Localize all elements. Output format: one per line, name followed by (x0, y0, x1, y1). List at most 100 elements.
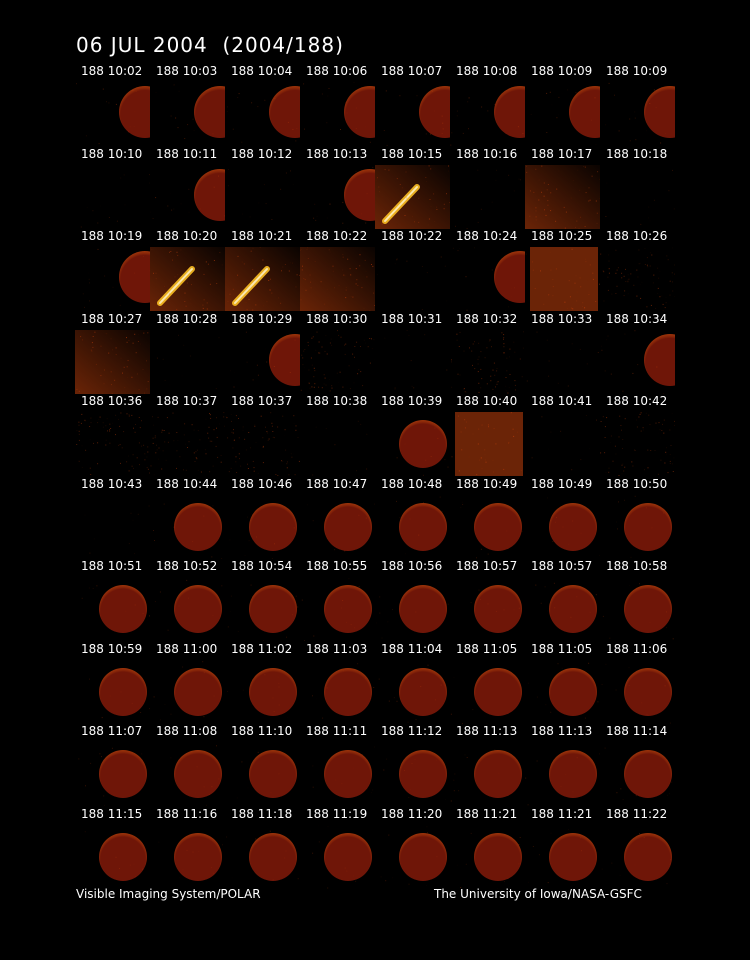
earth-image-panel (300, 82, 375, 146)
earth-image-panel (450, 742, 525, 806)
frame-timestamp: 188 10:48 (381, 476, 443, 491)
frame-timestamp: 188 10:22 (381, 229, 443, 243)
frame-timestamp: 188 10:03 (156, 64, 218, 78)
frame-timestamp: 188 10:20 (156, 229, 218, 243)
earth-image-panel (375, 82, 450, 146)
frame-timestamp: 188 10:07 (381, 64, 443, 78)
earth-image-panel (525, 495, 600, 559)
earth-image-panel (150, 577, 225, 641)
frame-timestamp: 188 10:54 (231, 559, 293, 573)
earth-image-panel (75, 165, 150, 229)
earth-image-panel (600, 329, 675, 394)
earth-image-panel (75, 577, 150, 641)
earth-image-panel (525, 164, 600, 229)
frame-timestamp: 188 10:24 (456, 229, 518, 243)
frame-timestamp: 188 10:04 (231, 64, 293, 78)
earth-image-panel (600, 742, 675, 806)
frame-timestamp: 188 10:28 (156, 311, 218, 326)
earth-image-panel (600, 660, 675, 724)
frame-timestamp: 188 11:12 (381, 724, 443, 738)
frame-timestamp: 188 10:09 (606, 64, 668, 78)
frame-timestamp: 188 11:08 (156, 724, 218, 738)
frame-timestamp: 188 11:20 (381, 806, 443, 821)
earth-image-panel (150, 330, 225, 394)
frame-timestamp: 188 10:40 (456, 394, 518, 408)
frame-timestamp: 188 11:21 (456, 806, 518, 821)
frame-timestamp: 188 10:12 (231, 146, 293, 161)
earth-image-panel (300, 825, 375, 889)
frame-timestamp: 188 10:33 (531, 311, 593, 326)
frame-timestamp: 188 10:09 (531, 64, 593, 78)
earth-image-panel (525, 412, 600, 476)
frame-timestamp: 188 10:18 (606, 146, 668, 161)
earth-image-panel (600, 165, 675, 229)
earth-image-panel (75, 247, 150, 311)
earth-image-panel (225, 825, 300, 889)
earth-image-panel (225, 412, 300, 476)
earth-image-panel (150, 247, 225, 311)
frame-timestamp: 188 10:36 (81, 394, 143, 408)
earth-image-panel (375, 660, 450, 724)
frame-timestamp: 188 10:26 (606, 229, 668, 243)
frame-timestamp: 188 10:44 (156, 476, 218, 491)
earth-image-panel (450, 165, 525, 229)
frame-timestamp: 188 10:15 (381, 146, 443, 161)
earth-image-panel (75, 825, 150, 889)
frame-timestamp: 188 10:57 (456, 559, 518, 573)
frame-timestamp: 188 11:15 (81, 806, 143, 821)
frame-timestamp: 188 10:38 (306, 394, 368, 408)
frame-timestamp: 188 11:14 (606, 724, 668, 738)
earth-image-panel (525, 82, 600, 146)
frame-timestamp: 188 10:16 (456, 146, 518, 161)
earth-image-panel (375, 742, 450, 806)
earth-image-panel (600, 412, 675, 476)
earth-image-panel (300, 165, 375, 229)
earth-image-panel (375, 247, 450, 311)
earth-image-panel (375, 577, 450, 641)
earth-image-panel (525, 825, 600, 889)
frame-timestamp: 188 10:21 (231, 229, 293, 243)
frame-timestamp: 188 11:11 (306, 724, 368, 738)
frame-timestamp: 188 10:55 (306, 559, 368, 573)
frame-timestamp: 188 10:29 (231, 311, 293, 326)
earth-image-panel (450, 330, 525, 394)
frame-timestamp: 188 11:19 (306, 806, 368, 821)
frame-timestamp: 188 10:02 (81, 64, 143, 78)
frame-timestamp: 188 11:13 (456, 724, 518, 738)
earth-image-panel (150, 495, 225, 559)
earth-image-panel (450, 412, 525, 476)
frame-timestamp: 188 10:41 (531, 394, 593, 408)
earth-image-panel (300, 742, 375, 806)
earth-image-panel (375, 329, 450, 394)
frame-timestamp: 188 10:17 (531, 146, 593, 161)
frame-timestamp: 188 10:43 (81, 476, 143, 491)
earth-image-panel (75, 82, 150, 146)
frame-timestamp: 188 10:39 (381, 394, 443, 408)
footer-credit: The University of Iowa/NASA-GSFC (434, 887, 642, 901)
earth-image-panel (225, 495, 300, 559)
earth-image-panel (600, 825, 675, 889)
earth-image-panel (150, 82, 225, 146)
earth-image-panel (300, 329, 375, 394)
earth-image-panel (525, 577, 600, 641)
earth-image-panel (300, 577, 375, 641)
earth-image-panel (300, 660, 375, 724)
earth-image-panel (300, 495, 375, 559)
frame-timestamp: 188 11:05 (531, 641, 593, 656)
frame-timestamp: 188 10:34 (606, 311, 668, 326)
earth-image-panel (600, 495, 675, 559)
frame-timestamp: 188 10:32 (456, 311, 518, 326)
earth-image-panel (150, 825, 225, 889)
frame-timestamp: 188 11:04 (381, 641, 443, 656)
earth-image-panel (225, 577, 300, 641)
earth-image-panel (225, 247, 300, 311)
earth-image-panel (600, 82, 675, 146)
frame-timestamp: 188 11:22 (606, 806, 668, 821)
frame-timestamp: 188 10:06 (306, 64, 368, 78)
earth-image-panel (525, 247, 600, 311)
frame-timestamp: 188 11:21 (531, 806, 593, 821)
frame-timestamp: 188 10:58 (606, 559, 668, 573)
frame-timestamp: 188 11:18 (231, 806, 293, 821)
earth-image-panel (150, 412, 225, 476)
frame-timestamp: 188 10:37 (231, 394, 293, 408)
